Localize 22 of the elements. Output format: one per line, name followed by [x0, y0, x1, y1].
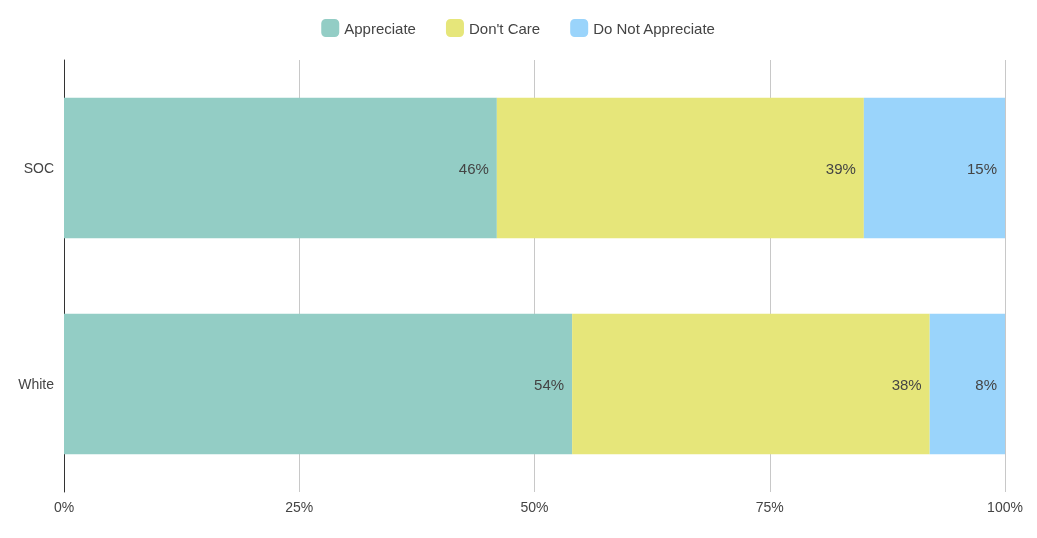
- x-tick-label: 100%: [987, 499, 1023, 515]
- bar: [64, 97, 497, 239]
- x-tick-label: 50%: [520, 499, 549, 515]
- data-label: 39%: [825, 159, 856, 177]
- bar: [929, 313, 1005, 455]
- bar: [496, 97, 864, 239]
- legend-label: Don't Care: [468, 19, 541, 37]
- bar: [863, 97, 1005, 239]
- data-label: 54%: [534, 375, 565, 393]
- data-label: 46%: [458, 159, 489, 177]
- data-label: 38%: [891, 375, 922, 393]
- legend-label: Appreciate: [344, 19, 416, 37]
- legend-label: Do Not Appreciate: [593, 19, 715, 37]
- x-tick-label: 25%: [285, 499, 314, 515]
- y-tick-label: SOC: [23, 160, 54, 176]
- x-tick-label: 75%: [755, 499, 784, 515]
- x-tick-label: 0%: [53, 499, 75, 515]
- data-label: 8%: [975, 375, 997, 393]
- y-tick-label: White: [18, 376, 55, 392]
- bar: [572, 313, 930, 455]
- bar: [64, 313, 573, 455]
- data-label: 15%: [966, 159, 997, 177]
